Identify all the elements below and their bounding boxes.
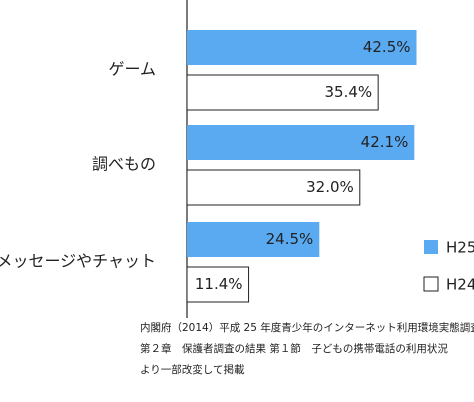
category-label: 調べもの (92, 155, 156, 174)
category-label: メッセージやチャット (0, 252, 156, 271)
value-label: 24.5% (266, 230, 314, 248)
source-line: 内閣府（2014）平成 25 年度青少年のインターネット利用環境実態調査 (140, 321, 474, 334)
bar (187, 222, 320, 257)
bar (187, 125, 415, 160)
value-label: 11.4% (195, 275, 243, 293)
legend-swatch (423, 276, 439, 292)
category-label: ゲーム (108, 60, 156, 79)
value-label: 35.4% (325, 83, 373, 101)
bar (187, 30, 417, 65)
bar (186, 74, 379, 111)
value-label: 42.1% (361, 133, 409, 151)
legend-label: H25 (446, 239, 474, 257)
bar (186, 266, 250, 303)
source-line: 第２章 保護者調査の結果 第１節 子どもの携帯電話の利用状況 (140, 342, 448, 355)
legend-swatch (424, 240, 438, 254)
value-label: 32.0% (306, 178, 354, 196)
legend-label: H24 (446, 276, 474, 294)
source-line: より一部改変して掲載 (140, 363, 245, 376)
value-label: 42.5% (363, 38, 411, 56)
bar (186, 169, 361, 206)
